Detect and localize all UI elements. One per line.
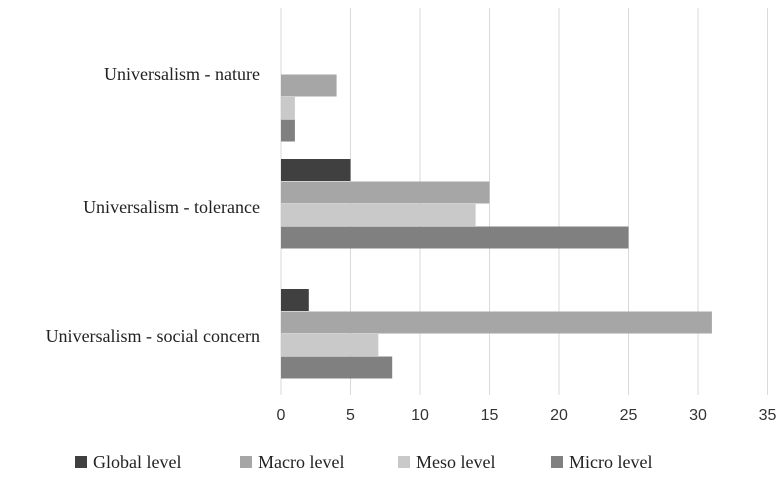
- legend-swatch-global: [75, 456, 87, 468]
- category-label-social-concern: Universalism - social concern: [46, 326, 260, 346]
- category-labels: Universalism - nature Universalism - tol…: [46, 64, 260, 346]
- bar-nature-macro: [281, 74, 337, 97]
- category-label-tolerance: Universalism - tolerance: [83, 197, 260, 217]
- legend-label-meso: Meso level: [416, 452, 495, 472]
- legend: Global level Macro level Meso level Micr…: [75, 452, 652, 472]
- bar-social-concern-micro: [281, 356, 393, 379]
- legend-label-macro: Macro level: [258, 452, 344, 472]
- legend-swatch-micro: [551, 456, 563, 468]
- bar-nature-micro: [281, 119, 295, 142]
- category-label-nature: Universalism - nature: [104, 64, 260, 84]
- x-tick-label: 15: [481, 407, 499, 424]
- x-tick-label: 10: [411, 407, 429, 424]
- bar-social-concern-macro: [281, 311, 712, 334]
- bars: [281, 74, 712, 379]
- x-tick-label: 0: [277, 407, 286, 424]
- x-tick-label: 35: [759, 407, 777, 424]
- x-tick-label: 25: [620, 407, 638, 424]
- bar-tolerance-global: [281, 159, 351, 181]
- x-tick-labels: 0 5 10 15 20 25 30 35: [277, 407, 777, 424]
- bar-social-concern-meso: [281, 334, 379, 356]
- bar-tolerance-macro: [281, 181, 490, 204]
- legend-label-global: Global level: [93, 452, 181, 472]
- legend-swatch-macro: [240, 456, 252, 468]
- x-tick-label: 5: [346, 407, 355, 424]
- legend-label-micro: Micro level: [569, 452, 652, 472]
- bar-social-concern-global: [281, 289, 309, 311]
- legend-swatch-meso: [398, 456, 410, 468]
- bar-nature-meso: [281, 97, 295, 119]
- bar-tolerance-meso: [281, 204, 476, 226]
- x-tick-label: 30: [689, 407, 707, 424]
- x-tick-label: 20: [550, 407, 568, 424]
- bar-tolerance-micro: [281, 226, 629, 249]
